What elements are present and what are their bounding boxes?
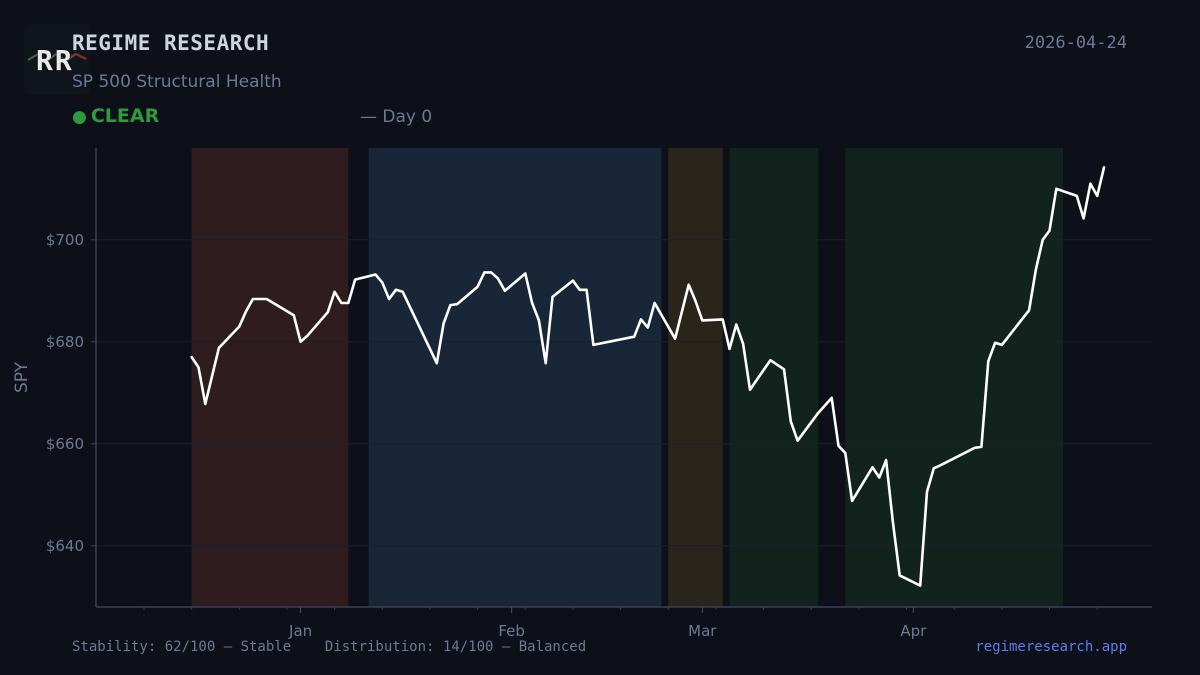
regime-band-3 [668, 148, 723, 607]
page-title: REGIME RESEARCH [72, 31, 270, 55]
spy-price-line [190, 166, 1106, 587]
site-link[interactable]: regimeresearch.app [975, 639, 1127, 655]
report-date: 2026-04-24 [1024, 33, 1127, 53]
day-counter: — Day 0 [360, 107, 433, 127]
x-tick-label: Feb [498, 622, 525, 640]
regime-band-4 [729, 148, 819, 607]
regime-band-5 [845, 148, 1064, 607]
x-tick-label: Mar [688, 622, 717, 640]
status-label: CLEAR [90, 105, 160, 127]
status-dot-icon: ● [72, 107, 87, 127]
regime-bands [191, 148, 1064, 607]
y-tick-label: $660 [46, 435, 84, 453]
grid-lines [96, 239, 1152, 547]
logo-text: RR [36, 44, 74, 77]
regime-band-1 [191, 148, 349, 607]
x-tick-label: Jan [288, 622, 312, 640]
regime-band-2 [368, 148, 662, 607]
metrics-footer: Stability: 62/100 — Stable Distribution:… [72, 639, 587, 655]
y-tick-label: $700 [46, 231, 84, 249]
x-tick-label: Apr [900, 622, 927, 640]
y-axis-label: SPY [12, 361, 32, 393]
page-subtitle: SP 500 Structural Health [72, 72, 282, 92]
y-tick-label: $680 [46, 333, 84, 351]
logo: RR [24, 24, 90, 94]
y-tick-label: $640 [46, 537, 84, 555]
series [190, 166, 1106, 587]
axes [95, 148, 1152, 608]
status-badge: ● CLEAR [72, 105, 159, 127]
logo-arrow-icon [27, 52, 87, 64]
tick-labels: $640 $660 $680 $700 Jan Feb Mar Apr SPY [12, 231, 1098, 640]
